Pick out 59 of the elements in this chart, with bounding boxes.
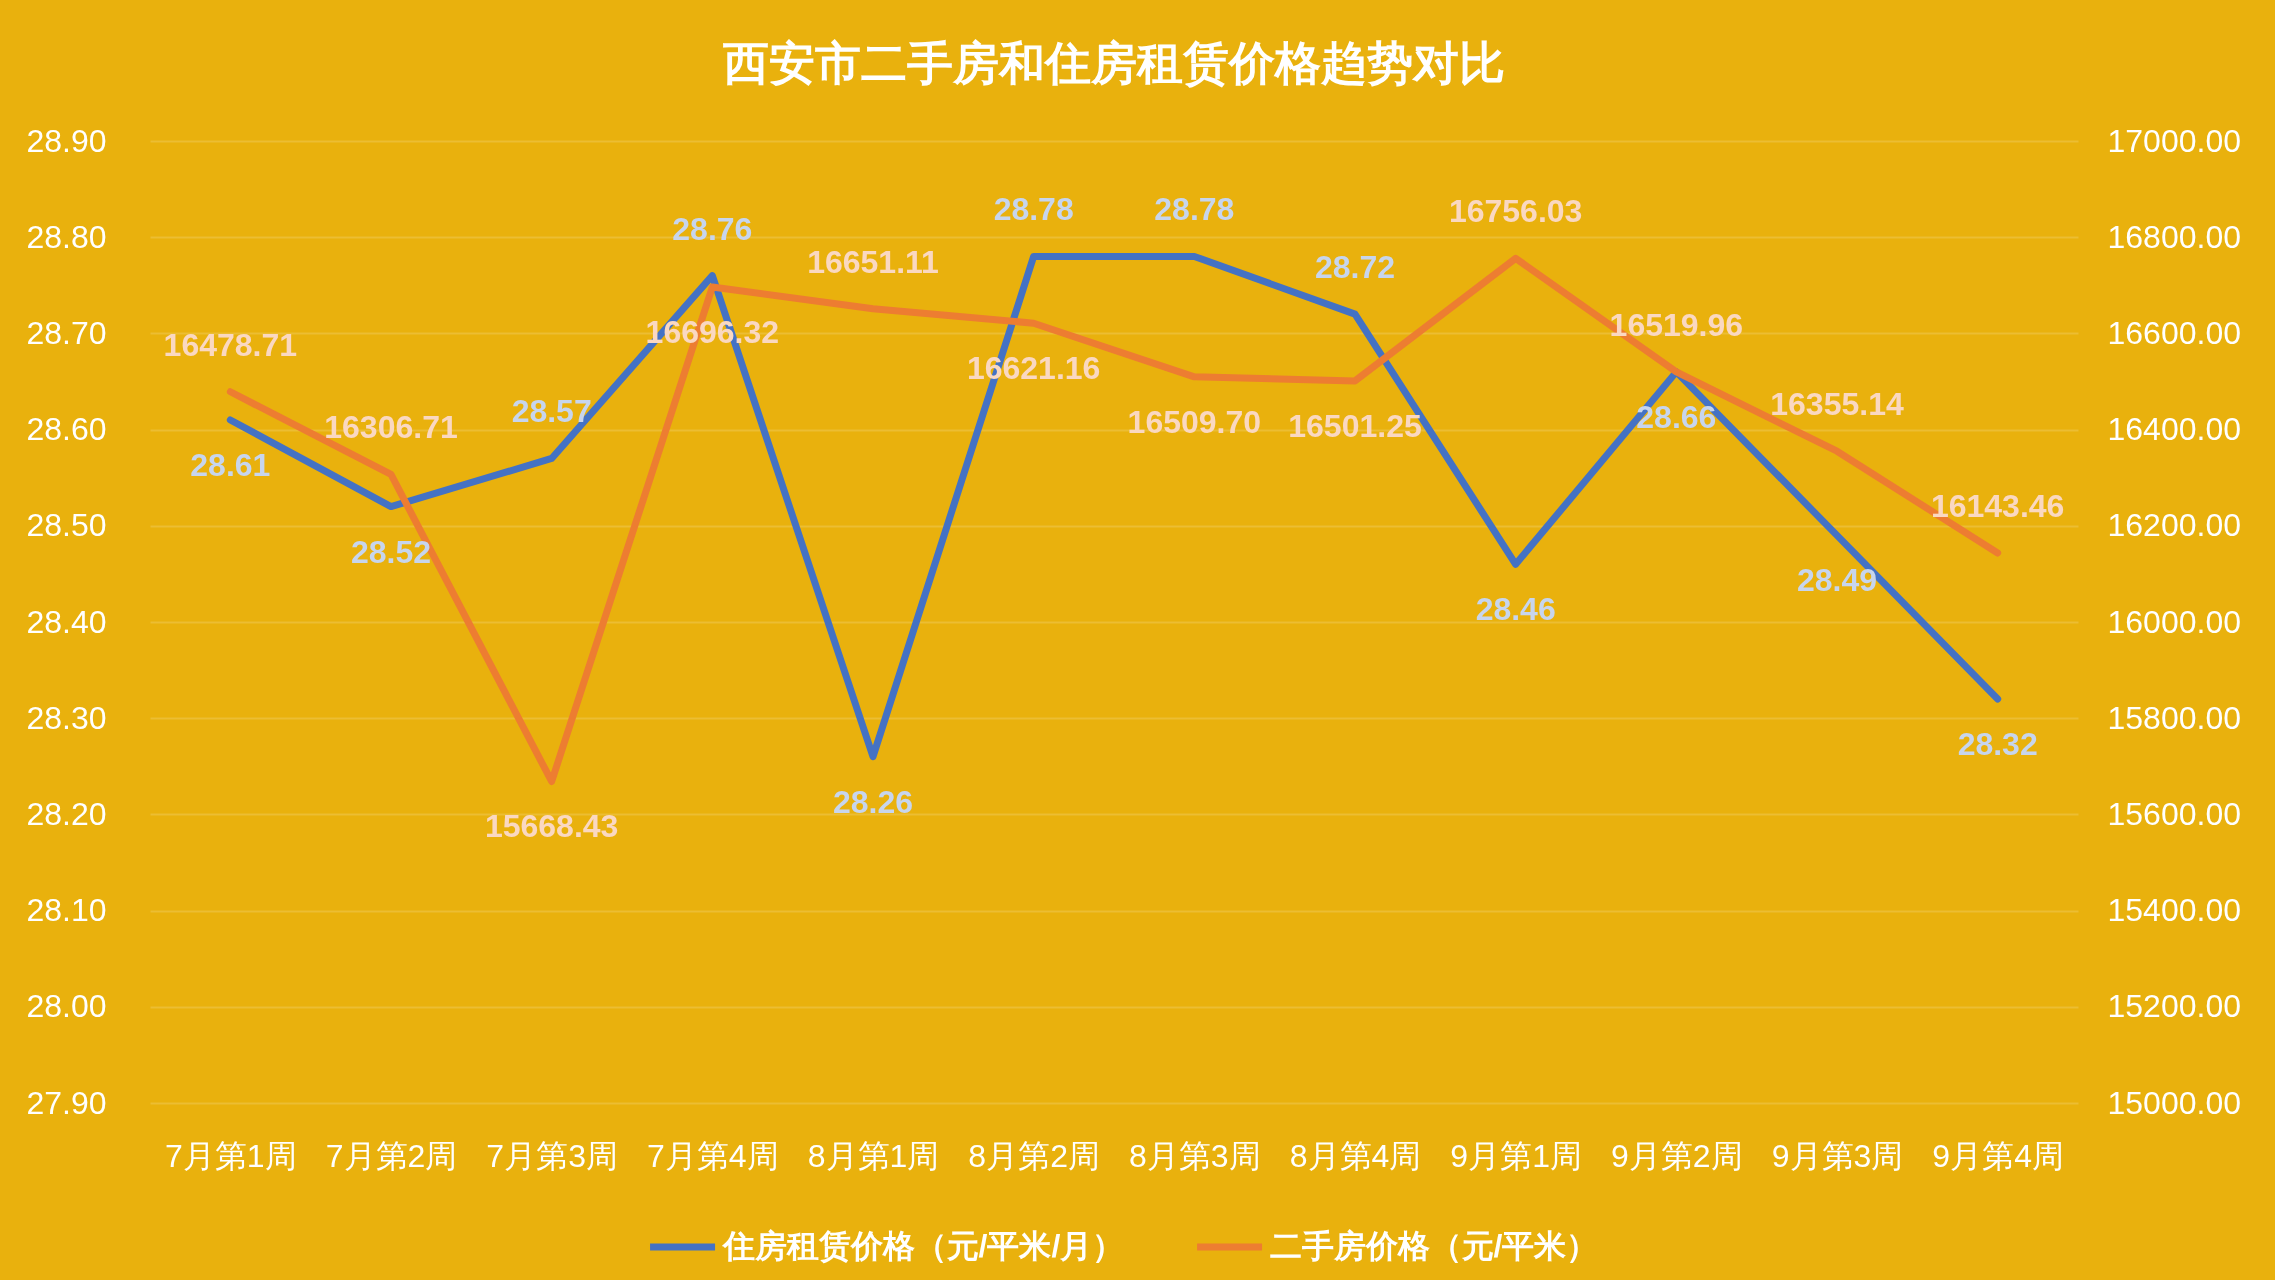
y2-tick-label: 15600.00 — [2107, 795, 2241, 832]
y2-tick-label: 16000.00 — [2107, 603, 2241, 640]
y2-tick-label: 16400.00 — [2107, 411, 2241, 448]
data-label: 15668.43 — [484, 808, 619, 845]
chart-title: 西安市二手房和住房租赁价格趋势对比 — [722, 37, 1505, 89]
data-label: 28.26 — [832, 783, 914, 820]
y-tick-label: 28.20 — [26, 795, 107, 832]
x-tick-label: 7月第1周 — [165, 1137, 297, 1174]
y-tick-label: 28.40 — [26, 603, 107, 640]
data-label: 28.46 — [1475, 591, 1556, 628]
y2-tick-label: 15200.00 — [2107, 988, 2241, 1025]
data-label: 16143.46 — [1930, 488, 2065, 524]
legend-label: 住房租赁价格（元/平米/月） — [720, 1228, 1125, 1264]
y-tick-label: 28.50 — [26, 507, 107, 544]
x-tick-label: 8月第2周 — [968, 1137, 1100, 1174]
y2-tick-label: 16600.00 — [2107, 314, 2241, 351]
y2-tick-label: 15400.00 — [2107, 892, 2241, 929]
x-tick-label: 9月第1周 — [1450, 1137, 1582, 1174]
data-label: 28.78 — [993, 191, 1074, 228]
data-label: 16509.70 — [1127, 403, 1262, 440]
data-label: 28.76 — [672, 210, 753, 247]
y-tick-label: 27.90 — [26, 1084, 107, 1121]
x-tick-label: 7月第4周 — [647, 1137, 779, 1174]
data-label: 28.32 — [1957, 725, 2038, 762]
data-label: 16355.14 — [1770, 386, 1904, 423]
data-label: 16306.71 — [324, 409, 458, 446]
x-tick-label: 7月第3周 — [486, 1137, 618, 1174]
y2-tick-label: 15800.00 — [2107, 699, 2241, 736]
y-tick-label: 28.60 — [26, 411, 107, 448]
x-tick-label: 8月第4周 — [1289, 1137, 1422, 1174]
y2-tick-label: 16800.00 — [2107, 218, 2241, 255]
data-label: 16478.71 — [163, 326, 298, 363]
data-label: 16501.25 — [1288, 407, 1422, 444]
y-tick-label: 28.10 — [26, 892, 107, 929]
x-tick-label: 8月第1周 — [807, 1137, 940, 1174]
data-label: 28.52 — [350, 533, 432, 570]
y-tick-label: 28.00 — [26, 988, 107, 1025]
data-label: 28.78 — [1154, 191, 1235, 228]
y-tick-label: 28.90 — [26, 122, 107, 159]
data-label: 16756.03 — [1448, 193, 1583, 230]
x-tick-label: 9月第3周 — [1771, 1137, 1904, 1174]
x-tick-label: 8月第3周 — [1129, 1137, 1261, 1174]
data-label: 16519.96 — [1609, 306, 1744, 343]
y-tick-label: 28.70 — [26, 314, 107, 351]
data-label: 28.49 — [1796, 562, 1878, 599]
y-tick-label: 28.30 — [26, 699, 107, 736]
y2-tick-label: 15000.00 — [2107, 1084, 2241, 1121]
data-label: 28.72 — [1314, 249, 1396, 286]
data-label: 28.61 — [190, 446, 271, 483]
data-label: 16651.11 — [807, 243, 939, 280]
y2-tick-label: 17000.00 — [2107, 122, 2241, 159]
y2-tick-label: 16200.00 — [2107, 507, 2241, 544]
y-tick-label: 28.80 — [26, 218, 107, 255]
x-tick-label: 7月第2周 — [325, 1137, 458, 1174]
legend-label: 二手房价格（元/平米） — [1269, 1228, 1599, 1264]
x-tick-label: 9月第4周 — [1932, 1137, 2064, 1174]
x-tick-label: 9月第2周 — [1611, 1137, 1743, 1174]
data-label: 28.57 — [511, 393, 592, 430]
data-label: 28.66 — [1636, 398, 1717, 435]
